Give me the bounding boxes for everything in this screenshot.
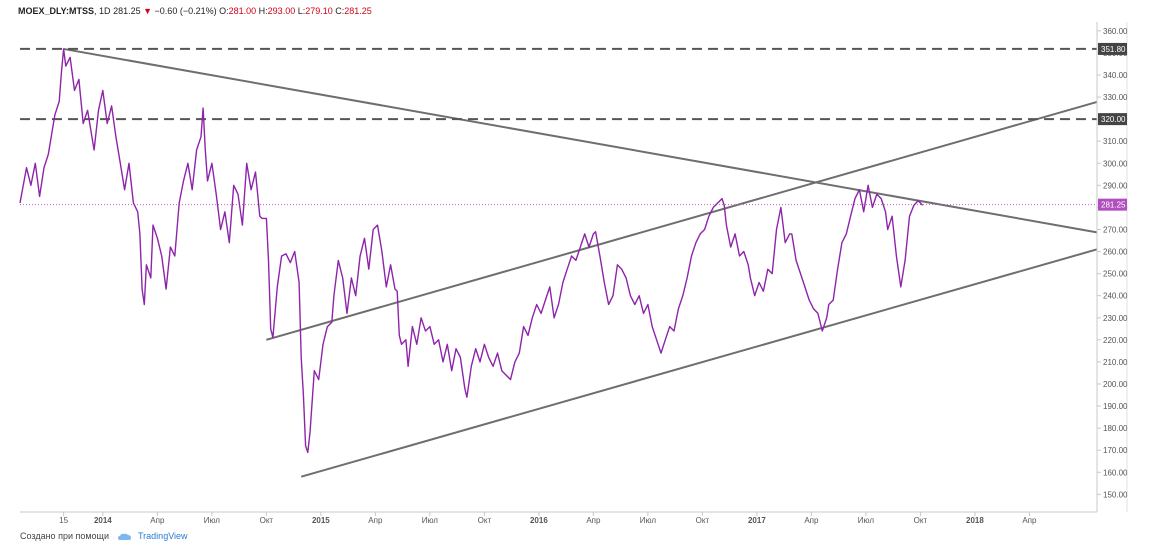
time-tick-label: Окт [696,516,710,525]
level-badge-1: 351.80 [1101,45,1126,54]
trend-line-1[interactable] [63,47,1098,234]
footer-text: Создано при помощи [20,531,109,541]
price-tick-label: 150.00 [1103,490,1128,499]
price-tick-label: 230.00 [1103,314,1128,323]
tradingview-cloud-icon [117,533,131,540]
price-tick-label: 290.00 [1103,181,1128,190]
last-price-badge-bg [1098,198,1127,211]
price-tick-label: 310.00 [1103,137,1128,146]
time-tick-label: 15 [59,516,68,525]
time-tick-label: 2014 [94,516,112,525]
close-value: 281.25 [344,6,372,16]
price-tick-label: 250.00 [1103,270,1128,279]
symbol-header: MOEX_DLY:MTSS, 1D 281.25 ▼ −0.60 (−0.21%… [18,6,372,16]
price-tick-label: 360.00 [1103,27,1128,36]
time-tick-label: Июл [858,516,875,525]
price-tick-label: 200.00 [1103,380,1128,389]
low-value: 279.10 [305,6,333,16]
time-tick-label: Июл [640,516,657,525]
price-tick-label: 160.00 [1103,468,1128,477]
high-value: 293.00 [267,6,296,16]
low-label: L: [297,6,306,16]
down-arrow-icon: ▼ [143,6,153,16]
price-tick-label: 180.00 [1103,424,1128,433]
time-tick-label: Апр [368,516,383,525]
tradingview-link[interactable]: TradingView [138,531,188,541]
price-series-layer [19,48,924,454]
price-tick-label: 330.00 [1103,93,1128,102]
level-lines-layer [20,47,1097,206]
time-tick-label: Апр [1022,516,1037,525]
time-tick-label: 2018 [966,516,984,525]
time-tick-label: Окт [260,516,274,525]
open-label: O: [219,6,229,16]
high-label: H: [258,6,268,16]
time-tick-label: Апр [150,516,165,525]
trend-lines-layer [63,47,1098,478]
price-badges-layer: 351.80 320.00 281.25 [1098,42,1127,211]
time-tick-label: Апр [804,516,819,525]
price-tick-label: 170.00 [1103,446,1128,455]
time-tick-label: Июл [204,516,221,525]
time-tick-label: 2015 [312,516,330,525]
price-axis[interactable]: 150.00 160.00 170.00 180.00 190.00 200.00 210.… [1097,27,1128,500]
open-value: 281.00 [228,6,257,16]
price-tick-label: 190.00 [1103,402,1128,411]
time-tick-label: 2017 [748,516,766,525]
time-axis[interactable]: 15 2014 Апр Июл Окт 2015 Апр Июл Окт 2016 Апр Июл Ок… [59,512,1037,525]
time-tick-label: Апр [586,516,601,525]
price-tick-label: 220.00 [1103,336,1128,345]
price-tick-label: 260.00 [1103,248,1128,257]
last-price-badge: 281.25 [1101,201,1126,210]
interval-label[interactable]: 1D [99,6,111,16]
trend-line-3[interactable] [300,248,1098,478]
price-tick-label: 300.00 [1103,159,1128,168]
trend-line-2[interactable] [266,100,1098,341]
symbol-name[interactable]: MOEX_DLY:MTSS [18,6,95,16]
price-tick-label: 270.00 [1103,225,1128,234]
level-badge-2-bg [1098,113,1127,126]
close-label: C: [335,6,345,16]
price-tick-label: 210.00 [1103,358,1128,367]
time-tick-label: Окт [914,516,928,525]
footer: Создано при помощи TradingView [20,531,188,541]
level-badge-2: 320.00 [1101,115,1126,124]
price-tick-label: 340.00 [1103,71,1128,80]
price-tick-label: 240.00 [1103,292,1128,301]
price-series-line[interactable] [19,48,924,454]
time-tick-label: Июл [422,516,439,525]
last-price-label: 281.25 [113,6,141,16]
plot-background [20,22,1097,512]
time-tick-label: 2016 [530,516,548,525]
level-badge-1-bg [1098,42,1127,55]
change-label: −0.60 (−0.21%) [154,6,217,16]
time-tick-label: Окт [478,516,492,525]
